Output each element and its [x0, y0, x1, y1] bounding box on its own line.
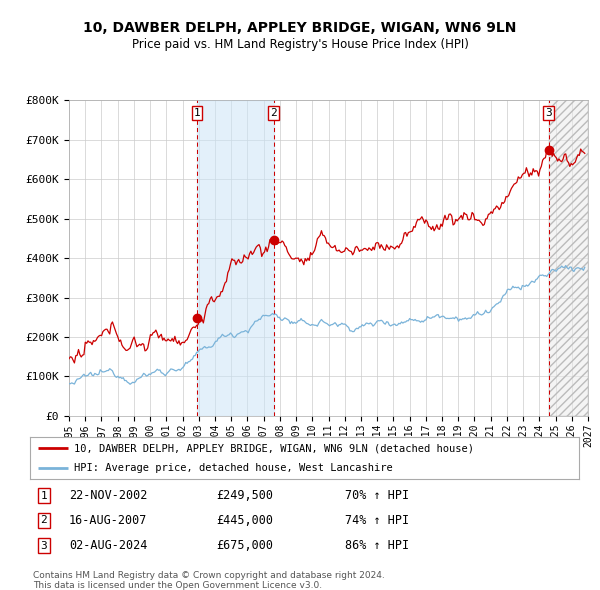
- Text: 22-NOV-2002: 22-NOV-2002: [69, 489, 148, 502]
- Bar: [549, 100, 588, 416]
- Text: 70% ↑ HPI: 70% ↑ HPI: [345, 489, 409, 502]
- Text: Contains HM Land Registry data © Crown copyright and database right 2024.: Contains HM Land Registry data © Crown c…: [33, 571, 385, 580]
- Text: Price paid vs. HM Land Registry's House Price Index (HPI): Price paid vs. HM Land Registry's House …: [131, 38, 469, 51]
- Text: 1: 1: [40, 491, 47, 500]
- Text: 02-AUG-2024: 02-AUG-2024: [69, 539, 148, 552]
- Bar: [197, 100, 274, 416]
- Text: 3: 3: [40, 541, 47, 550]
- Text: 86% ↑ HPI: 86% ↑ HPI: [345, 539, 409, 552]
- Text: 74% ↑ HPI: 74% ↑ HPI: [345, 514, 409, 527]
- Text: This data is licensed under the Open Government Licence v3.0.: This data is licensed under the Open Gov…: [33, 581, 322, 590]
- Text: 10, DAWBER DELPH, APPLEY BRIDGE, WIGAN, WN6 9LN (detached house): 10, DAWBER DELPH, APPLEY BRIDGE, WIGAN, …: [74, 443, 474, 453]
- Text: 2: 2: [40, 516, 47, 525]
- Text: HPI: Average price, detached house, West Lancashire: HPI: Average price, detached house, West…: [74, 463, 392, 473]
- Text: £249,500: £249,500: [216, 489, 273, 502]
- Text: 3: 3: [545, 108, 552, 118]
- Bar: [549, 100, 588, 416]
- Text: £445,000: £445,000: [216, 514, 273, 527]
- Text: 10, DAWBER DELPH, APPLEY BRIDGE, WIGAN, WN6 9LN: 10, DAWBER DELPH, APPLEY BRIDGE, WIGAN, …: [83, 21, 517, 35]
- Text: 1: 1: [194, 108, 200, 118]
- Text: 2: 2: [271, 108, 277, 118]
- Text: 16-AUG-2007: 16-AUG-2007: [69, 514, 148, 527]
- Text: £675,000: £675,000: [216, 539, 273, 552]
